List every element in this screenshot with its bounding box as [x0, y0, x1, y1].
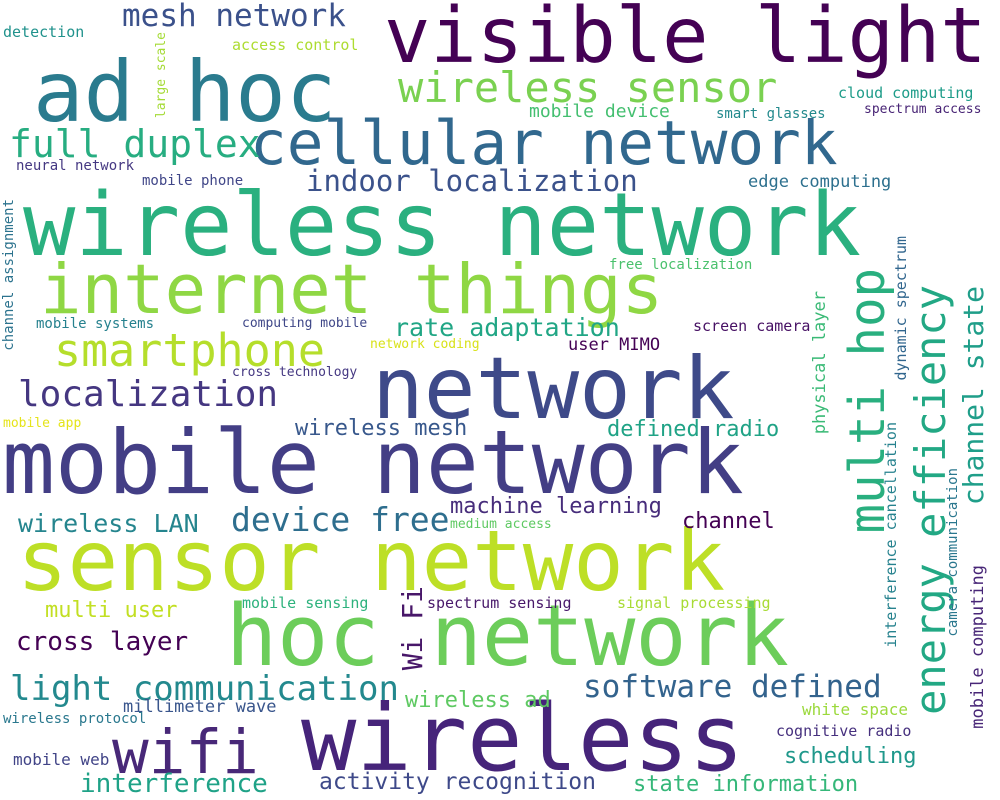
word-ad-hoc: ad hoc — [33, 43, 337, 141]
word-neural-network: neural network — [16, 158, 135, 174]
word-physical-layer: physical layer — [810, 291, 830, 435]
word-interference-cancellation: interference cancellation — [882, 422, 900, 648]
word-indoor-localization: indoor localization — [306, 164, 638, 198]
word-mobile-sensing: mobile sensing — [242, 594, 369, 612]
word-channel-assignment: channel assignment — [1, 199, 17, 351]
word-machine-learning: machine learning — [450, 494, 662, 519]
word-mobile-computing: mobile computing — [968, 565, 988, 729]
word-smart-glasses: smart glasses — [716, 106, 826, 122]
word-spectrum-access: spectrum access — [864, 102, 982, 117]
word-wireless-protocol: wireless protocol — [3, 711, 147, 727]
word-detection: detection — [3, 23, 85, 41]
word-defined-radio: defined radio — [607, 417, 780, 442]
word-network-coding: network coding — [370, 337, 480, 352]
word-computing-mobile: computing mobile — [242, 316, 368, 331]
word-multi-user: multi user — [45, 598, 178, 623]
word-dynamic-spectrum: dynamic spectrum — [892, 236, 910, 381]
word-full-duplex: full duplex — [9, 122, 261, 166]
word-channel-state: channel state — [957, 286, 990, 506]
word-localization: localization — [18, 374, 279, 415]
word-mobile-web: mobile web — [13, 750, 110, 769]
word-mesh-network: mesh network — [122, 0, 346, 34]
word-channel: channel — [682, 509, 775, 534]
word-cognitive-radio: cognitive radio — [776, 722, 912, 740]
word-user-mimo: user MIMO — [568, 335, 661, 355]
word-camera-communication: camera communication — [945, 468, 961, 637]
word-spectrum-sensing: spectrum sensing — [427, 594, 572, 612]
word-wireless-lan: wireless LAN — [18, 509, 199, 538]
word-state-information: state information — [633, 772, 859, 797]
word-interference: interference — [80, 769, 268, 799]
word-wireless-mesh: wireless mesh — [295, 416, 468, 441]
word-network: network — [372, 339, 735, 439]
word-large-scale: large scale — [154, 32, 169, 119]
word-cross-technology: cross technology — [232, 365, 358, 380]
word-screen-camera: screen camera — [693, 317, 811, 335]
word-wireless-network: wireless network — [23, 174, 862, 276]
word-wireless-ad: wireless ad — [405, 688, 551, 713]
word-wifi: wifi — [112, 717, 259, 788]
word-free-localization: free localization — [609, 257, 753, 273]
word-cellular-network: cellular network — [250, 108, 838, 179]
word-activity-recognition: activity recognition — [319, 769, 596, 795]
word-signal-processing: signal processing — [617, 594, 771, 612]
word-smartphone: smartphone — [54, 324, 325, 377]
word-wi-fi: Wi Fi — [396, 586, 429, 671]
word-hoc-network: hoc network — [226, 587, 789, 686]
word-millimeter-wave: millimeter wave — [123, 697, 277, 717]
word-software-defined: software defined — [583, 669, 882, 705]
word-sensor-network: sensor network — [17, 512, 726, 610]
word-white-space: white space — [802, 700, 908, 719]
word-medium-access: medium access — [450, 517, 552, 532]
word-mobile-phone: mobile phone — [142, 173, 244, 189]
word-rate-adaptation: rate adaptation — [394, 313, 620, 342]
word-light-communication: light communication — [10, 669, 399, 709]
word-wireless-sensor: wireless sensor — [398, 63, 778, 112]
word-cross-layer: cross layer — [16, 627, 189, 657]
word-wireless: wireless — [301, 685, 745, 792]
word-mobile-systems: mobile systems — [36, 316, 155, 332]
word-internet-things: internet things — [40, 250, 664, 330]
word-mobile-device: mobile device — [529, 101, 670, 122]
word-scheduling: scheduling — [784, 744, 917, 769]
word-device-free: device free — [231, 500, 450, 539]
word-access-control: access control — [232, 36, 359, 54]
word-mobile-network: mobile network — [2, 411, 744, 514]
word-edge-computing: edge computing — [748, 172, 892, 192]
word-cloud-computing: cloud computing — [838, 84, 974, 102]
word-visible-light: visible light — [384, 0, 987, 81]
word-mobile-app: mobile app — [3, 416, 82, 431]
